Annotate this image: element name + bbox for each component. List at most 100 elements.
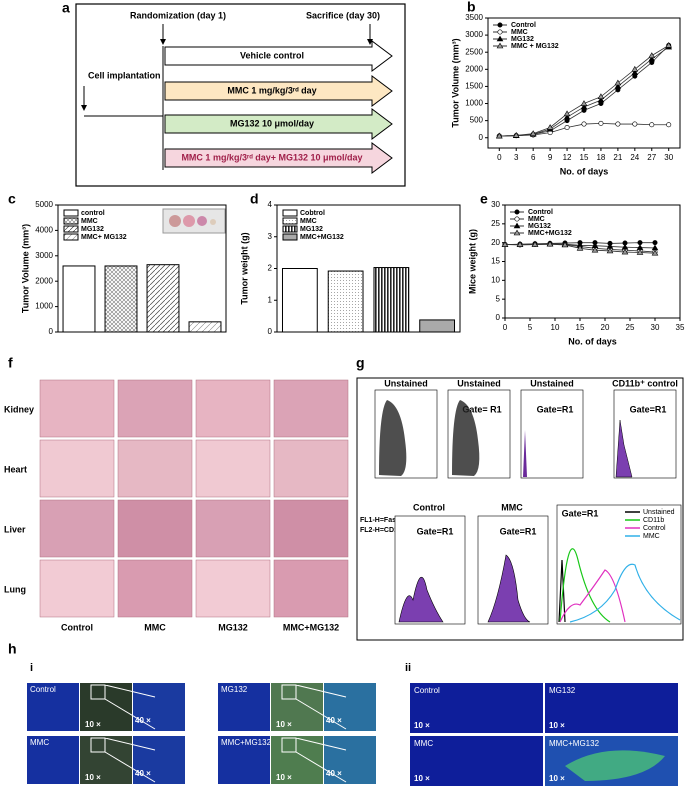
tissue-image xyxy=(39,439,115,498)
x-tick-label: 10 xyxy=(551,323,560,332)
marker xyxy=(614,83,622,89)
legend-marker xyxy=(497,22,503,28)
legend-swatch xyxy=(282,225,298,233)
x-tick-label: 24 xyxy=(630,153,639,162)
y-tick-label: 25 xyxy=(491,219,500,228)
green-channel xyxy=(271,683,323,731)
gate-label: Gate=R1 xyxy=(417,526,454,536)
group-label: Vehicle control xyxy=(240,50,304,60)
legend-label: MG132 xyxy=(300,226,323,233)
y-tick-label: 5 xyxy=(496,294,501,303)
scatter-cloud xyxy=(379,400,407,476)
magnification: 10 × xyxy=(85,773,101,782)
overlay-curve xyxy=(558,559,566,623)
y-tick-label: 0 xyxy=(268,327,273,336)
tissue-image xyxy=(117,499,193,558)
y-tick-label: 3500 xyxy=(465,13,483,22)
tissue-image xyxy=(273,379,349,438)
y-tick-label: 1000 xyxy=(465,99,483,108)
group-arrow xyxy=(164,108,393,140)
legend-swatch xyxy=(282,233,298,241)
merge-channel xyxy=(324,736,376,784)
bar xyxy=(373,267,410,333)
axis-note: FL1-H=FasL xyxy=(360,517,401,524)
marker xyxy=(516,241,524,247)
image-label: MMC+MG132 xyxy=(221,738,272,747)
scatter-cloud xyxy=(452,400,480,476)
legend-label: MMC xyxy=(81,218,98,225)
legend-marker xyxy=(513,222,521,229)
x-tick-label: 35 xyxy=(676,323,685,332)
row-label: Heart xyxy=(4,464,27,474)
magnification: 10 × xyxy=(276,720,292,729)
panel-label: a xyxy=(62,0,70,16)
y-tick-label: 3000 xyxy=(465,30,483,39)
marker xyxy=(580,100,588,106)
group-label: MG132 10 μmol/day xyxy=(230,118,314,128)
group-arrow xyxy=(164,142,393,174)
y-tick-label: 10 xyxy=(491,275,500,284)
panel-label: b xyxy=(467,0,476,15)
marker xyxy=(648,52,656,58)
gate-label: Gate=R1 xyxy=(630,404,667,414)
marker xyxy=(580,103,588,110)
bg xyxy=(80,683,132,731)
tissue-image xyxy=(195,499,271,558)
x-tick-label: 30 xyxy=(664,153,673,162)
y-axis-label: Tumor Volume (mm³) xyxy=(450,38,460,127)
x-tick-label: 15 xyxy=(580,153,589,162)
y-tick-label: 3000 xyxy=(35,251,53,260)
legend-label: MMC xyxy=(511,29,528,36)
image-label: MMC+MG132 xyxy=(549,739,600,748)
y-tick-label: 2000 xyxy=(465,64,483,73)
x-tick-label: 30 xyxy=(651,323,660,332)
plot-title: Control xyxy=(413,502,445,512)
confocal-image xyxy=(410,736,543,786)
legend-marker xyxy=(496,35,504,42)
marker xyxy=(564,124,570,130)
marker xyxy=(621,248,629,255)
legend-marker xyxy=(514,209,520,215)
x-tick-label: 18 xyxy=(596,153,605,162)
bg xyxy=(80,736,132,784)
y-tick-label: 4 xyxy=(268,200,273,209)
randomization-label: Randomization (day 1) xyxy=(130,10,226,20)
marker xyxy=(649,122,655,128)
x-tick-label: 6 xyxy=(531,153,536,162)
marker xyxy=(563,110,571,117)
row-label: Lung xyxy=(4,584,26,594)
bar xyxy=(104,265,138,333)
gate-label: Gate=R1 xyxy=(562,508,599,518)
column-label: MG132 xyxy=(218,622,248,632)
tissue-image xyxy=(39,559,115,618)
tissue-image xyxy=(195,559,271,618)
column-label: Control xyxy=(61,622,93,632)
merge-channel xyxy=(133,736,185,784)
bar xyxy=(146,264,180,333)
bg xyxy=(271,736,323,784)
magnification: 10 × xyxy=(414,774,430,783)
green-signal xyxy=(565,750,665,781)
marker xyxy=(615,121,621,127)
y-tick-label: 1 xyxy=(268,295,273,304)
x-tick-label: 0 xyxy=(503,323,508,332)
magnification: 40 × xyxy=(135,716,151,725)
merge-channel xyxy=(324,683,376,731)
marker xyxy=(501,241,509,247)
legend-label: Cobtrol xyxy=(300,210,325,217)
y-tick-label: 15 xyxy=(491,257,500,266)
legend-label: Unstained xyxy=(643,509,675,516)
marker xyxy=(665,41,673,48)
y-tick-label: 3 xyxy=(268,232,273,241)
bar xyxy=(281,268,318,333)
tissue-image xyxy=(273,439,349,498)
blue-channel xyxy=(218,736,270,784)
magnification: 10 × xyxy=(414,721,430,730)
x-tick-label: 15 xyxy=(576,323,585,332)
x-tick-label: 3 xyxy=(514,153,519,162)
tumor xyxy=(197,216,207,226)
bar xyxy=(419,319,456,333)
legend-swatch xyxy=(63,217,79,225)
plot-title: Unstained xyxy=(457,378,501,388)
plot-title: CD11b⁺ control xyxy=(612,378,678,388)
